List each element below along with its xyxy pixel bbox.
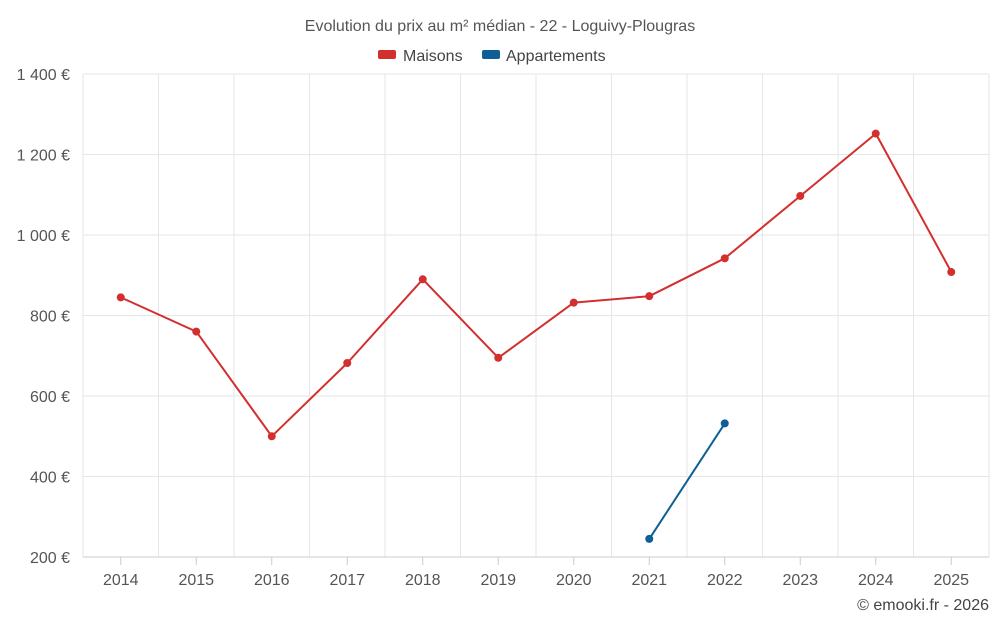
x-tick-label: 2021: [631, 572, 667, 589]
data-point-maisons[interactable]: [645, 292, 654, 301]
y-tick-label: 600 €: [30, 389, 70, 406]
series: [116, 129, 956, 543]
data-point-maisons[interactable]: [871, 129, 880, 138]
y-tick-label: 1 000 €: [17, 228, 70, 245]
legend: Maisons Appartements: [378, 48, 606, 65]
y-tick-label: 200 €: [30, 550, 70, 567]
data-point-maisons[interactable]: [569, 298, 578, 307]
legend-label-maisons: Maisons: [403, 48, 463, 65]
x-tick-label: 2022: [707, 572, 743, 589]
legend-item-maisons[interactable]: Maisons: [378, 48, 463, 65]
data-point-maisons[interactable]: [796, 191, 805, 200]
series-line-maisons: [120, 132, 953, 438]
x-tick-label: 2014: [103, 572, 139, 589]
x-tick-label: 2024: [858, 572, 894, 589]
data-point-maisons[interactable]: [267, 432, 276, 441]
legend-item-appartements[interactable]: Appartements: [482, 48, 606, 65]
chart-title: Evolution du prix au m² médian - 22 - Lo…: [305, 18, 695, 35]
x-tick-label: 2017: [329, 572, 365, 589]
x-tick-label: 2019: [480, 572, 516, 589]
grid: [82, 73, 990, 557]
data-point-maisons[interactable]: [494, 353, 503, 362]
y-tick-label: 1 200 €: [17, 148, 70, 165]
legend-swatch-maisons: [378, 50, 396, 59]
series-maisons: [116, 129, 956, 441]
x-tick-label: 2015: [178, 572, 214, 589]
data-point-maisons[interactable]: [720, 254, 729, 263]
y-tick-label: 800 €: [30, 309, 70, 326]
data-point-maisons[interactable]: [947, 268, 956, 277]
series-line-appartements: [648, 422, 726, 540]
data-point-maisons[interactable]: [116, 293, 125, 302]
x-tick-label: 2020: [556, 572, 592, 589]
legend-label-appartements: Appartements: [506, 48, 606, 65]
axes: 200 € 400 € 600 € 800 € 1 000 € 1 200 € 1 400 …: [17, 67, 989, 589]
x-tick-label: 2018: [405, 572, 441, 589]
x-tick-label: 2016: [254, 572, 290, 589]
data-point-maisons[interactable]: [343, 358, 352, 367]
y-tick-label: 1 400 €: [17, 67, 70, 84]
data-point-appartements[interactable]: [720, 419, 729, 428]
data-point-maisons[interactable]: [192, 327, 201, 336]
legend-swatch-appartements: [482, 50, 500, 59]
x-tick-label: 2023: [782, 572, 818, 589]
data-point-maisons[interactable]: [418, 275, 427, 284]
x-tick-label: 2025: [933, 572, 969, 589]
credit-text: © emooki.fr - 2026: [857, 597, 989, 614]
data-point-appartements[interactable]: [645, 534, 654, 543]
y-tick-label: 400 €: [30, 470, 70, 487]
series-appartements: [645, 419, 729, 543]
